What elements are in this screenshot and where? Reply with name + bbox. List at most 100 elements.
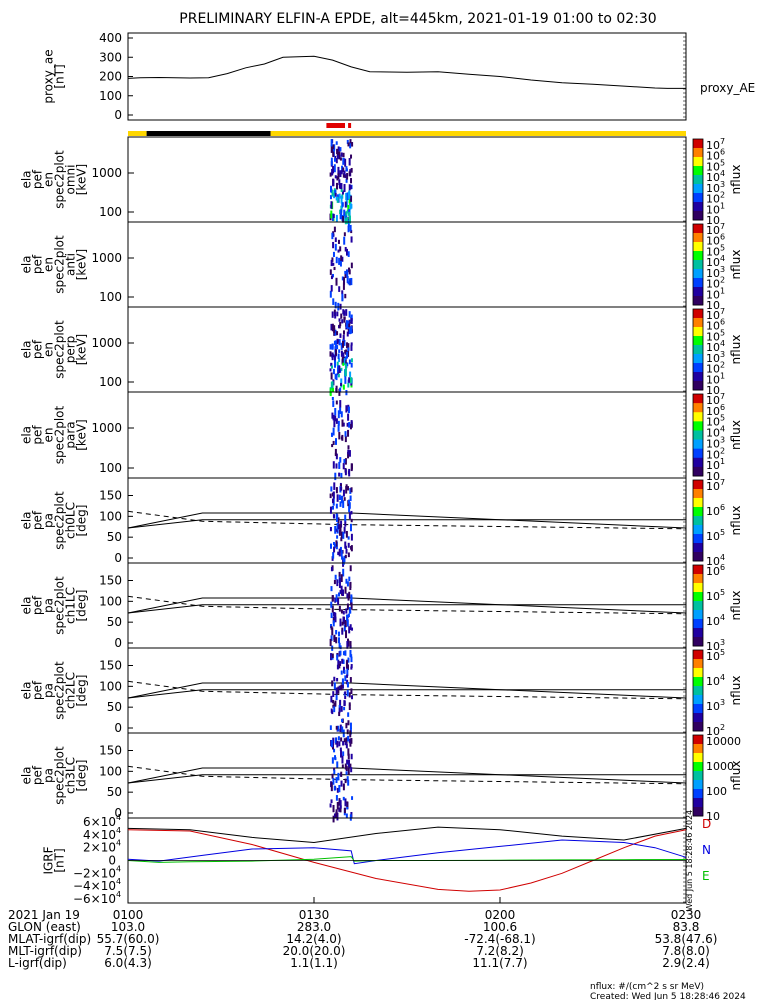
spec-0-cell (342, 157, 345, 165)
pa-3-cell (347, 779, 350, 786)
pa-2-colorbar-band (693, 704, 703, 714)
pa-3-cell (335, 795, 338, 801)
spec-2-ylabel-0: ela (20, 340, 34, 358)
spec-0-cell (330, 210, 333, 219)
spec-1-cell (344, 246, 347, 252)
spec-2-cell (341, 319, 344, 324)
spec-2-cell (333, 325, 336, 334)
spec-0-cell (338, 151, 341, 160)
spec-3-cb-tick: 10 (706, 470, 720, 483)
spec-2-cell (341, 357, 344, 364)
pa-1-cell (334, 597, 337, 603)
pa-0-cell (335, 516, 338, 522)
spec-2-ylabel-4: perp (64, 336, 78, 364)
x-row-value: -72.4(-68.1) (464, 932, 535, 946)
spec-0-cell (342, 173, 345, 178)
spec-2-frame (127, 306, 687, 393)
spec-2-colorbar-band (693, 336, 703, 346)
igrf-legend-D: D (702, 817, 711, 831)
pa-2-cell (339, 724, 342, 730)
spec-1-cb-tick: 10 (706, 299, 720, 312)
pa-0-cell (332, 491, 335, 499)
spec-3-cell (331, 396, 334, 401)
spec-2-cell (337, 353, 340, 359)
spec-2-cell (350, 377, 353, 384)
spec-0-cell (341, 165, 344, 173)
spec-0-cell (337, 166, 340, 175)
pa-0-colorbar-frame (692, 479, 704, 562)
pa-3-colorbar-band (693, 753, 703, 763)
pa-0-cb-label: nflux (729, 506, 743, 536)
spec-1-colorbar-band (693, 233, 703, 243)
pa-0-colorbar-band (693, 480, 703, 490)
spec-0-cell (333, 158, 336, 162)
pa-0-cb-tick: 10 (706, 480, 720, 493)
pa-0-cell (336, 494, 339, 502)
spec-2-cell (348, 377, 351, 383)
pa-1-cell (350, 602, 353, 610)
pa-1-cell (330, 635, 333, 641)
spec-2-cell (339, 333, 342, 338)
pa-3-cell (335, 812, 338, 819)
pa-1-cell (342, 610, 345, 615)
spec-3-cell (343, 458, 346, 464)
spec-0-cell (345, 200, 348, 208)
pa-1-cell (338, 581, 341, 588)
igrf-ytick-exp: 4 (116, 839, 121, 848)
pa-0-cell (342, 557, 345, 565)
spec-3-cell (338, 431, 341, 440)
pa-3-cell (333, 769, 336, 775)
pa-2-cb-exp: 5 (720, 648, 725, 657)
pa-0-cell (329, 493, 332, 499)
spec-1-cell (333, 266, 336, 271)
spec-3-cell (337, 420, 340, 426)
spec-2-cell (331, 311, 334, 318)
pa-1-cell (346, 581, 349, 587)
spec-0-colorbar-frame (692, 138, 704, 221)
pa-2-cell (344, 675, 347, 682)
spec-0-colorbar-band (693, 193, 703, 203)
spec-0-cell (340, 188, 343, 192)
spec-0-cell (349, 139, 352, 145)
spec-2-cb-exp: 4 (720, 339, 725, 348)
pa-1-cell (347, 640, 350, 647)
pa-2-cb-exp: 4 (720, 673, 725, 682)
pa-3-cell (349, 763, 352, 768)
pa-3-ylabel-2: pa (42, 768, 56, 783)
pa-1-cell (335, 594, 338, 602)
spec-1-cell (346, 276, 349, 284)
pa-0-cb-tick: 10 (706, 555, 720, 568)
spec-2-cell (332, 368, 335, 375)
pa-2-anti-loss-cone-line (127, 682, 687, 699)
igrf-ylabel-0: IGRF (42, 846, 56, 874)
pa-2-cell (337, 725, 340, 732)
spec-2-cell (338, 324, 341, 329)
igrf-ytick-exp: 4 (116, 890, 121, 899)
spec-2-cell (348, 327, 351, 335)
pa-3-cell (345, 743, 348, 749)
status-bar-segment (128, 131, 147, 136)
pa-2-cell (333, 682, 336, 690)
pa-1-ytick: 0 (114, 636, 122, 650)
pa-3-cell (338, 741, 341, 747)
spec-0-cb-tick: 10 (706, 150, 720, 163)
spec-0-cb-tick: 10 (706, 182, 720, 195)
spec-0-cell (348, 215, 351, 224)
spec-3-cell (335, 438, 338, 445)
spec-1-cell (348, 278, 351, 286)
spec-2-cell (336, 331, 339, 336)
spec-0-cell (342, 167, 345, 173)
spec-1-colorbar-band (693, 269, 703, 279)
spec-1-cb-tick: 10 (706, 278, 720, 291)
pa-2-cell (350, 656, 353, 663)
spec-0-cell (331, 189, 334, 197)
pa-0-cell (348, 499, 351, 504)
pa-1-colorbar-band (693, 610, 703, 620)
spec-1-cb-exp: 2 (720, 276, 725, 285)
spec-1-frame (127, 221, 687, 308)
spec-0-cell (332, 213, 335, 219)
pa-1-cell (345, 578, 348, 584)
spec-2-cb-label: nflux (729, 335, 743, 365)
spec-2-cell (338, 318, 341, 322)
spec-0-cell (329, 195, 332, 200)
